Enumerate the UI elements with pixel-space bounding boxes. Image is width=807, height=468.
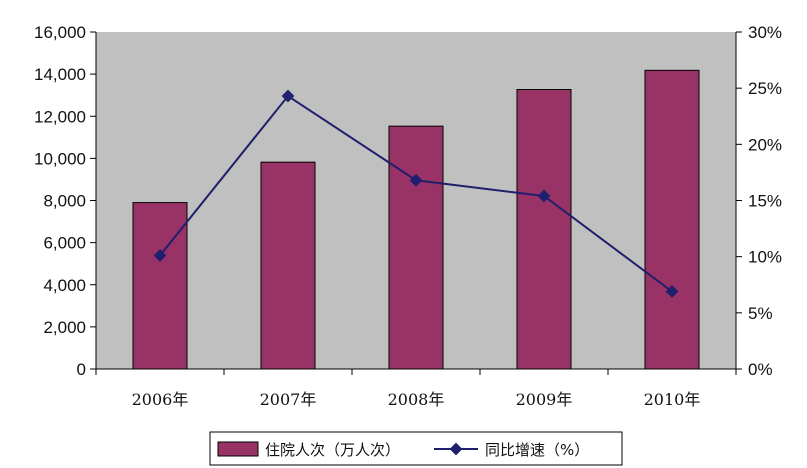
y-tick-label-left: 6,000 [43, 234, 86, 253]
y-tick-label-right: 25% [748, 79, 782, 98]
legend-box [209, 431, 623, 466]
bar [516, 89, 572, 370]
y-tick-label-right: 0% [748, 360, 773, 379]
y-tick-label-right: 20% [748, 135, 782, 154]
legend-line-label: 同比增速（%） [485, 441, 589, 459]
legend: 住院人次（万人次） 同比增速（%） [209, 431, 623, 466]
bar [260, 161, 316, 370]
y-tick-label-left: 0 [77, 360, 86, 379]
x-tick-label: 2010年 [644, 390, 701, 409]
legend-bar-label: 住院人次（万人次） [265, 441, 400, 459]
x-tick-label: 2008年 [388, 390, 445, 409]
bars-layer [132, 69, 700, 370]
bar [644, 69, 700, 370]
y-tick-label-right: 15% [748, 192, 782, 211]
growth-point [153, 249, 167, 262]
y-tick-label-left: 16,000 [34, 23, 86, 42]
y-tick-label-left: 10,000 [34, 149, 86, 168]
bar [132, 202, 188, 370]
y-tick-label-left: 4,000 [43, 276, 86, 295]
x-tick-label: 2006年 [132, 390, 189, 409]
y-tick-label-right: 30% [748, 23, 782, 42]
bar [388, 125, 444, 370]
x-tick-label: 2009年 [516, 390, 573, 409]
legend-diamond-marker [449, 442, 463, 456]
y-tick-label-left: 14,000 [34, 65, 86, 84]
y-tick-label-right: 10% [748, 248, 782, 267]
y-tick-label-left: 2,000 [43, 318, 86, 337]
legend-bar-swatch [217, 441, 259, 457]
axes-layer: 0 2,000 4,000 6,000 8,000 10,000 12,000 14,000 1… [34, 23, 782, 409]
y-tick-label-left: 12,000 [34, 107, 86, 126]
x-tick-label: 2007年 [260, 390, 317, 409]
growth-point [281, 89, 295, 103]
y-tick-label-left: 8,000 [43, 192, 86, 211]
growth-point [409, 173, 423, 187]
y-tick-label-right: 5% [748, 304, 773, 323]
